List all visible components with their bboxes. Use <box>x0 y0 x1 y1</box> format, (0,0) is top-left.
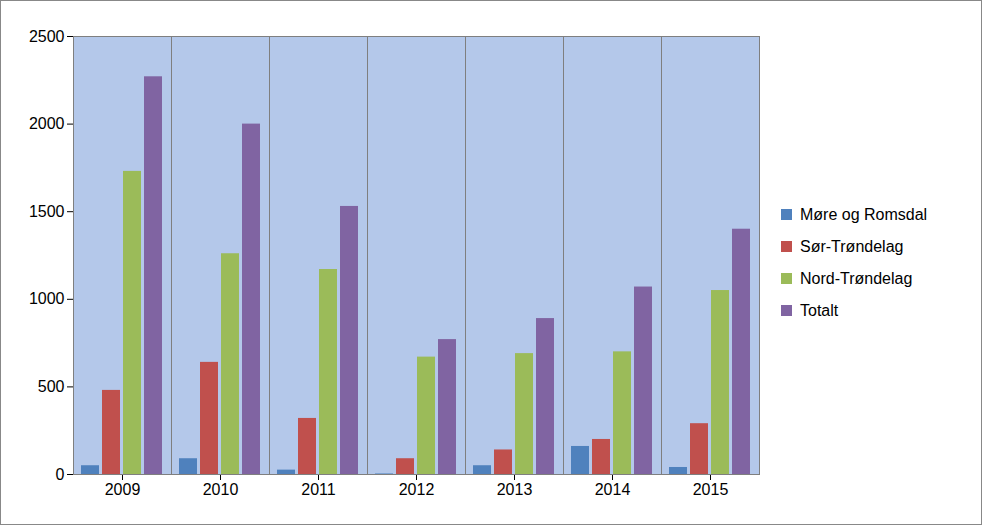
svg-text:2014: 2014 <box>595 481 631 498</box>
svg-text:1500: 1500 <box>29 203 65 220</box>
svg-text:500: 500 <box>38 378 65 395</box>
svg-text:2500: 2500 <box>29 28 65 45</box>
html-text:Møre og Romsdal: Møre og Romsdal <box>800 205 928 223</box>
html-text:Sør-Trøndelag: Sør-Trøndelag <box>800 237 904 255</box>
html-text:Nord-Trøndelag: Nord-Trøndelag <box>800 269 913 287</box>
svg-text:2000: 2000 <box>29 115 65 132</box>
svg-text:1000: 1000 <box>29 290 65 307</box>
svg-text:2010: 2010 <box>203 481 239 498</box>
svg-text:0: 0 <box>56 466 65 483</box>
svg-text:2011: 2011 <box>301 481 336 498</box>
svg-text:2013: 2013 <box>497 481 533 498</box>
html-text:Totalt: Totalt <box>800 301 839 319</box>
svg-text:2009: 2009 <box>105 481 141 498</box>
svg-text:2015: 2015 <box>693 481 729 498</box>
svg-text:2012: 2012 <box>399 481 435 498</box>
